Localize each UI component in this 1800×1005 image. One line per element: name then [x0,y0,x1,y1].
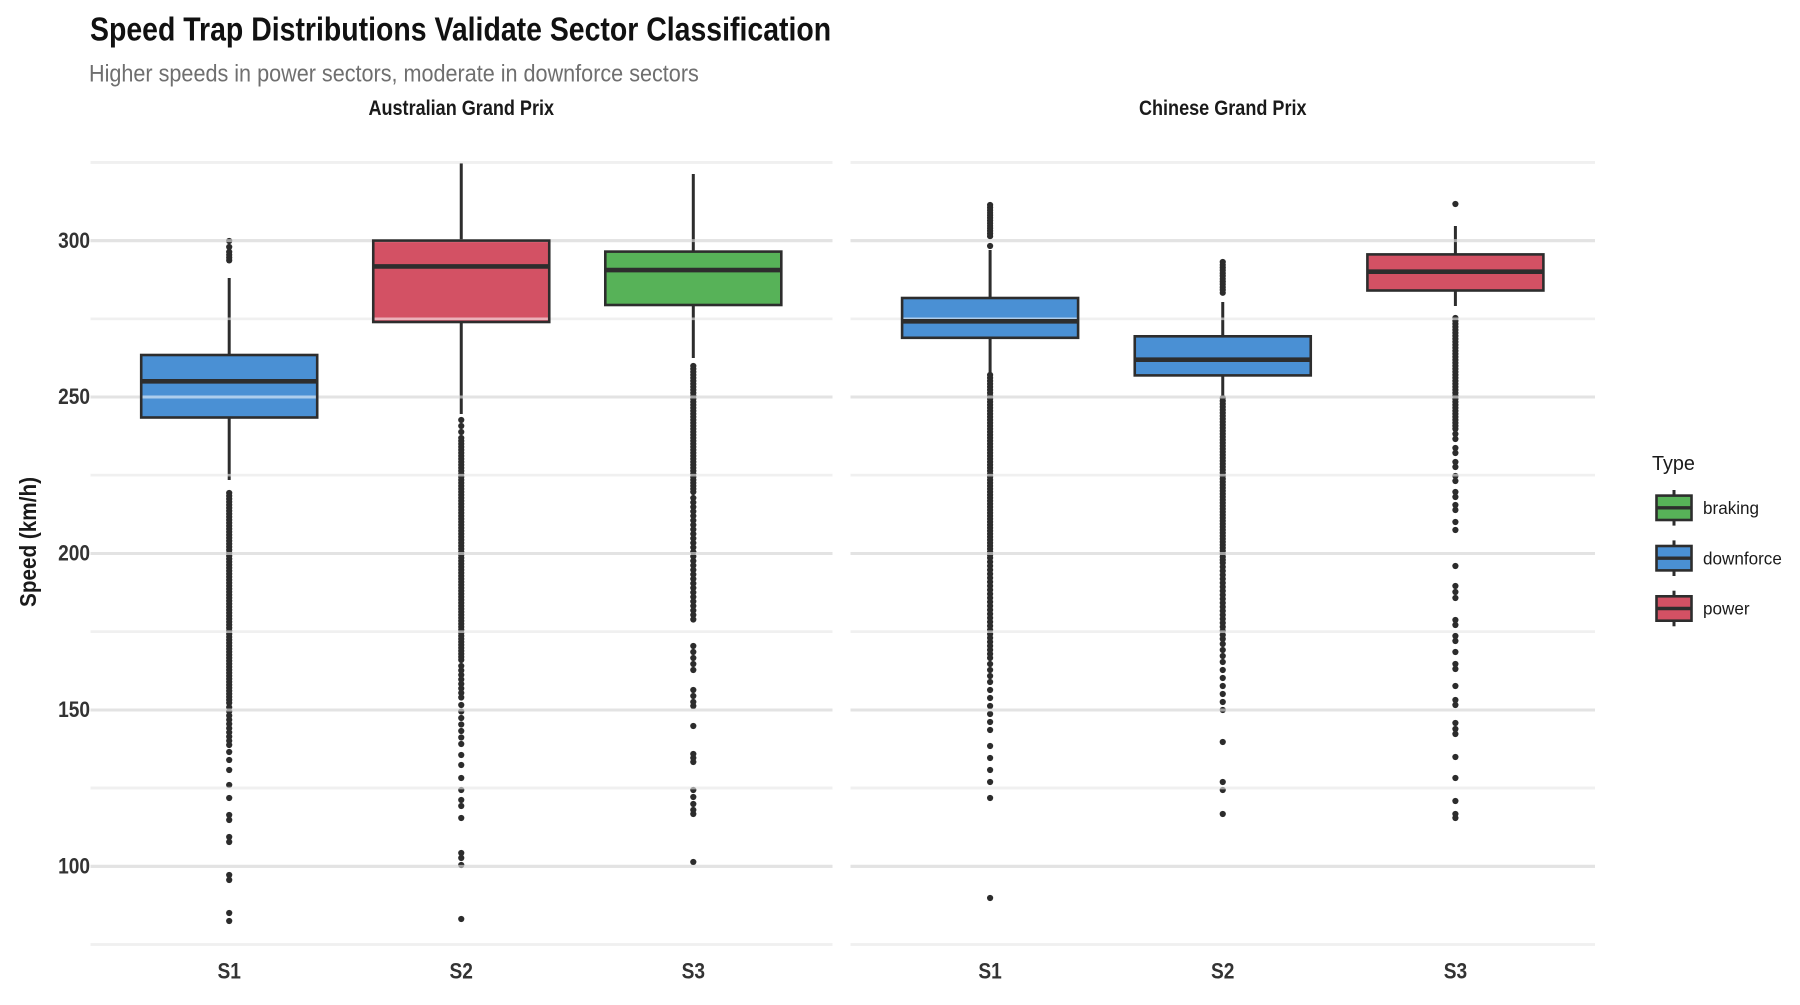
svg-text:Speed Trap Distributions Valid: Speed Trap Distributions Validate Sector… [90,11,831,48]
svg-text:S1: S1 [978,959,1001,984]
svg-text:Chinese Grand Prix: Chinese Grand Prix [1139,97,1307,121]
svg-text:Speed (km/h): Speed (km/h) [15,477,41,607]
svg-text:Australian Grand Prix: Australian Grand Prix [368,97,554,121]
svg-text:Higher speeds in power sectors: Higher speeds in power sectors, moderate… [89,59,699,86]
svg-text:150: 150 [58,698,90,723]
svg-text:100: 100 [58,854,90,879]
svg-text:300: 300 [58,229,90,254]
svg-text:S3: S3 [682,959,705,984]
svg-text:S3: S3 [1444,959,1467,984]
svg-text:S2: S2 [450,959,473,984]
svg-text:Type: Type [1652,453,1695,475]
svg-text:braking: braking [1703,498,1759,519]
svg-text:200: 200 [58,541,90,566]
svg-text:S2: S2 [1211,959,1234,984]
svg-text:power: power [1703,598,1750,619]
svg-text:S1: S1 [217,959,240,984]
svg-text:downforce: downforce [1703,548,1782,569]
svg-text:250: 250 [58,385,90,410]
